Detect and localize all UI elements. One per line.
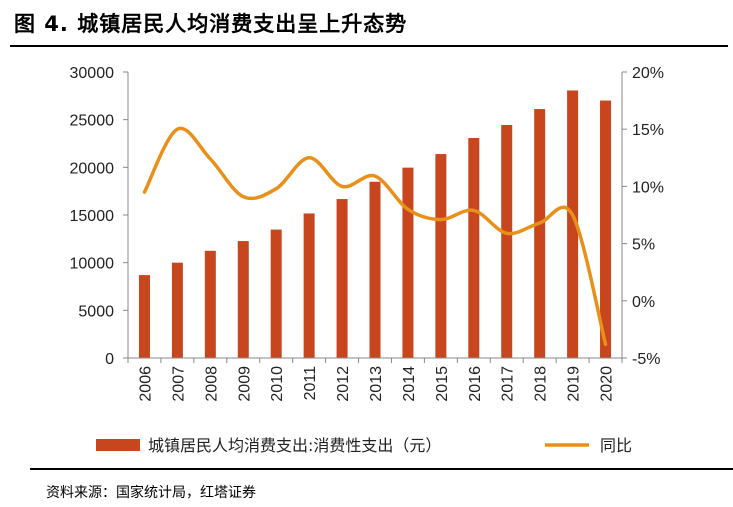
x-tick-label: 2012	[335, 366, 352, 402]
x-tick-label: 2013	[368, 366, 385, 402]
bar-2020	[600, 100, 612, 358]
x-tick-label: 2017	[500, 366, 517, 402]
bar-2016	[468, 137, 480, 358]
left-tick-label: 15000	[70, 208, 115, 225]
bar-2009	[237, 241, 249, 358]
bar-2012	[336, 199, 348, 358]
right-tick-label: 20%	[632, 65, 664, 82]
bar-series	[138, 90, 612, 358]
figure-title: 图 4. 城镇居民人均消费支出呈上升态势	[14, 12, 408, 36]
title-rule	[10, 45, 728, 47]
x-tick-label: 2019	[566, 366, 583, 402]
bar-2011	[303, 213, 315, 358]
x-tick-label: 2010	[269, 366, 286, 402]
bar-2014	[402, 167, 414, 358]
right-tick-label: 15%	[632, 122, 664, 139]
x-tick-label: 2020	[599, 366, 616, 402]
bar-2007	[171, 262, 183, 358]
bar-2019	[567, 90, 579, 358]
bar-2013	[369, 181, 381, 358]
left-tick-label: 30000	[70, 65, 115, 82]
left-tick-label: 10000	[70, 256, 115, 273]
bar-2015	[435, 154, 447, 358]
right-tick-label: -5%	[632, 351, 660, 368]
right-tick-label: 10%	[632, 179, 664, 196]
legend-line-label: 同比	[600, 436, 632, 455]
legend-bar-swatch	[96, 439, 140, 451]
left-tick-label: 0	[105, 351, 114, 368]
right-tick-label: 0%	[632, 294, 655, 311]
x-tick-label: 2009	[236, 366, 253, 402]
bar-2006	[138, 275, 150, 358]
x-tick-label: 2007	[170, 366, 187, 402]
x-tick-label: 2006	[137, 366, 154, 402]
bar-2018	[534, 109, 546, 358]
left-tick-label: 5000	[78, 303, 114, 320]
x-tick-label: 2018	[533, 366, 550, 402]
source-note: 资料来源：国家统计局，红塔证券	[46, 485, 256, 501]
source-rule	[30, 468, 733, 470]
right-tick-label: 5%	[632, 237, 655, 254]
bar-2010	[270, 229, 282, 358]
bar-2008	[204, 250, 216, 358]
x-tick-label: 2015	[434, 366, 451, 402]
line-series	[142, 126, 608, 347]
axes: 0 5000 10000 15000 20000 25000 30000 -5% 0% 5% 10%…	[70, 65, 665, 402]
x-tick-label: 2011	[302, 366, 319, 401]
left-tick-label: 20000	[70, 160, 115, 177]
x-tick-label: 2008	[203, 366, 220, 402]
x-tick-label: 2016	[467, 366, 484, 402]
bar-2017	[501, 124, 513, 358]
left-tick-label: 25000	[70, 113, 115, 130]
legend-bar-label: 城镇居民人均消费支出:消费性支出（元）	[148, 436, 441, 455]
legend: 城镇居民人均消费支出:消费性支出（元） 同比	[96, 436, 632, 455]
x-tick-label: 2014	[401, 366, 418, 402]
